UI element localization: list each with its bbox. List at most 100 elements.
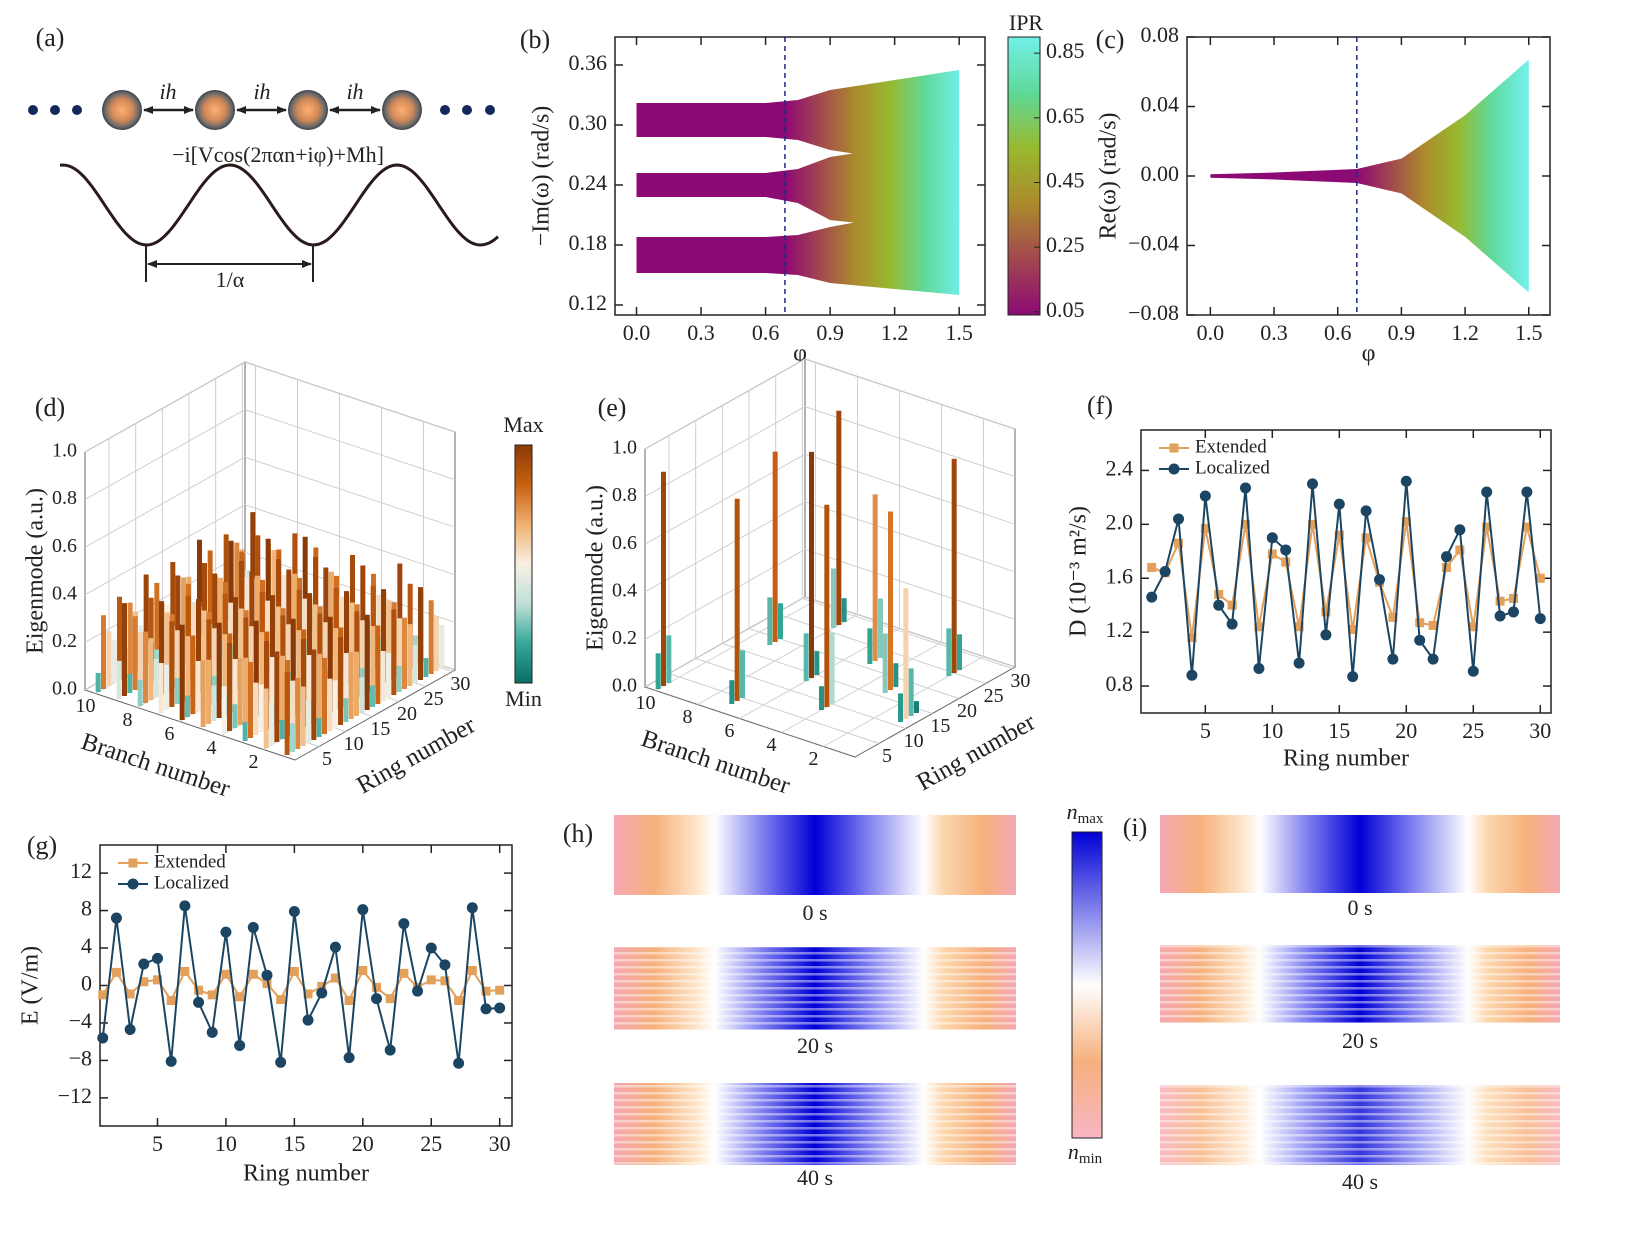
grid-line	[644, 596, 1016, 688]
data-point	[385, 994, 395, 1004]
x-axis-label: Ring number	[1283, 746, 1409, 772]
x-tick-label: 5	[1200, 718, 1211, 743]
y-axis-label: −Im(ω) (rad/s)	[529, 106, 555, 247]
panel-label: (e)	[598, 393, 627, 422]
chart-panel: 5 10 15 20 25 30 −12 −8 −4 0 4 8 12 Ring number E (V/m…	[18, 831, 513, 1187]
data-point	[220, 926, 232, 938]
data-point	[1199, 490, 1211, 502]
x-tick-label: 5	[882, 745, 892, 767]
data-point	[302, 1014, 314, 1026]
z-tick-label: 0.2	[52, 630, 77, 652]
y-tick-label: 8	[123, 709, 133, 731]
data-point	[1454, 524, 1466, 536]
data-point	[98, 990, 108, 1000]
eigenvalue-band	[636, 207, 960, 295]
y-tick-label: 4	[207, 737, 217, 759]
data-point	[276, 995, 286, 1005]
data-point	[235, 992, 245, 1002]
subscript: min	[1079, 1151, 1103, 1167]
data-point	[1281, 557, 1291, 567]
grid-line	[644, 406, 1016, 498]
potential-wave	[59, 163, 499, 247]
data-point	[1521, 486, 1533, 498]
colorbar-max: nmax	[1067, 799, 1104, 827]
grid-line	[84, 409, 456, 501]
chart-panel: 0.00.20.40.60.81.051015202530246810Branc…	[583, 358, 1041, 800]
dot	[28, 105, 38, 115]
density-map	[614, 815, 1016, 895]
data-point	[288, 906, 300, 918]
panel-label: (f)	[1087, 391, 1113, 420]
data-point	[1334, 530, 1344, 540]
panel-label: (h)	[563, 819, 593, 848]
x-tick-label: 0.6	[752, 320, 780, 345]
dot	[440, 105, 450, 115]
y-tick-label: 6	[725, 720, 735, 742]
x-tick-label: 10	[344, 733, 364, 755]
data-point	[358, 966, 368, 976]
time-label: 0 s	[802, 900, 827, 925]
z-tick-label: 0.6	[612, 532, 637, 554]
data-point	[1468, 622, 1478, 632]
data-point	[1173, 513, 1185, 525]
legend-label: Localized	[154, 872, 229, 893]
data-point	[1146, 591, 1158, 603]
data-point	[221, 969, 231, 979]
data-point	[151, 952, 163, 964]
coupling-label: ih	[253, 79, 270, 104]
x-tick-label: 1.2	[1451, 320, 1479, 345]
eigenvalue-band	[636, 137, 960, 230]
y-tick-label: 10	[76, 695, 96, 717]
grid-line	[644, 501, 1016, 593]
y-tick-label: 0.8	[1106, 671, 1134, 696]
data-point	[440, 976, 450, 986]
coupling-label: ih	[346, 79, 363, 104]
period-label: 1/α	[216, 267, 245, 292]
dot	[462, 105, 472, 115]
x-tick-label: 5	[322, 748, 332, 770]
data-point	[206, 1026, 218, 1038]
z-axis-label: Eigenmode (a.u.)	[23, 488, 49, 654]
potential-formula: −i[Vcos(2παn+iφ)+Mh]	[172, 142, 384, 167]
eigenvalue-band	[636, 70, 960, 167]
data-point	[1267, 549, 1277, 559]
data-point	[481, 986, 491, 996]
data-point	[454, 995, 464, 1005]
data-point	[1481, 486, 1493, 498]
y-tick-label: 0.30	[569, 110, 608, 135]
ring	[288, 90, 328, 130]
symbol: n	[1068, 1139, 1079, 1164]
chart-panel: 0.00.20.40.60.81.051015202530246810Branc…	[23, 361, 544, 803]
data-point	[1200, 523, 1210, 533]
grid-line	[781, 404, 942, 733]
data-point	[179, 900, 191, 912]
density-maps: (h) 0 s 20 s 40 s (i) 0 s 20 s 40 s nmax…	[563, 799, 1560, 1194]
z-tick-label: 0.0	[52, 678, 77, 700]
data-point	[1214, 589, 1224, 599]
grid-line	[644, 548, 1016, 640]
x-tick-label: 0.6	[1324, 320, 1352, 345]
x-tick-label: 30	[1529, 718, 1551, 743]
x-tick-label: 20	[1395, 718, 1417, 743]
dot	[50, 105, 60, 115]
y-tick-label: 0.08	[1141, 22, 1180, 47]
data-point	[111, 967, 121, 977]
x-tick-label: 0.3	[687, 320, 715, 345]
colorbar	[514, 444, 533, 684]
colorbar-tick-label: 0.05	[1046, 297, 1085, 322]
z-tick-label: 1.0	[52, 440, 77, 462]
data-point	[262, 979, 272, 989]
x-tick-label: 1.2	[881, 320, 909, 345]
colorbar-min-label: Min	[505, 686, 542, 711]
data-point	[453, 1057, 465, 1069]
colorbar-title: IPR	[1009, 10, 1044, 35]
data-point	[1467, 665, 1479, 677]
data-point	[1534, 613, 1546, 625]
data-point	[207, 990, 217, 1000]
data-point	[1186, 669, 1198, 681]
legend-marker	[1168, 463, 1180, 475]
data-point	[426, 975, 436, 985]
time-label: 20 s	[1342, 1028, 1378, 1053]
data-point	[1159, 566, 1171, 577]
